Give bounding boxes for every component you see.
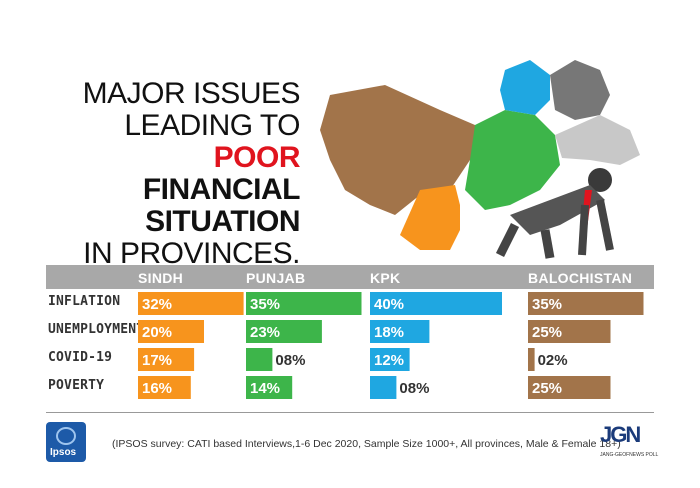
bar-sindh-unemployment xyxy=(138,320,204,343)
jgp-logo-subtitle: JANG-GEOFNEWS POLL xyxy=(600,452,659,458)
col-head-punjab: PUNJAB xyxy=(246,270,306,286)
bar-kpk-covid-19 xyxy=(370,348,410,371)
ipsos-logo-text: Ipsos xyxy=(50,447,77,458)
row-label-poverty: POVERTY xyxy=(48,378,105,393)
data-label-balochistan-poverty: 25% xyxy=(532,380,562,397)
title-block: MAJOR ISSUES LEADING TO POOR FINANCIAL S… xyxy=(60,77,301,270)
bar-kpk-inflation xyxy=(370,292,502,315)
ipsos-logo: Ipsos xyxy=(46,422,86,462)
bar-punjab-inflation xyxy=(246,292,362,315)
data-label-sindh-inflation: 32% xyxy=(142,296,172,313)
data-label-punjab-covid-19: 08% xyxy=(275,352,305,369)
row-label-unemployment: UNEMPLOYMENT xyxy=(48,322,145,337)
map-region-kpk xyxy=(500,60,550,115)
title-financial: FINANCIAL xyxy=(142,173,301,206)
data-label-kpk-inflation: 40% xyxy=(374,296,404,313)
title-line-1: MAJOR ISSUES xyxy=(82,77,301,110)
man-crawling-illustration xyxy=(495,168,614,259)
map-region-north xyxy=(550,60,610,120)
jang-geo-poll-logo: JGN JANG-GEOFNEWS POLL xyxy=(600,422,658,464)
bar-sindh-covid-19 xyxy=(138,348,195,371)
bar-sindh-inflation xyxy=(138,292,244,315)
title-line-2: LEADING TO xyxy=(124,109,300,142)
bar-sindh-poverty xyxy=(138,376,191,399)
row-label-covid: COVID-19 xyxy=(48,350,113,365)
bar-balochistan-inflation xyxy=(528,292,644,315)
data-label-kpk-poverty: 08% xyxy=(399,380,429,397)
title-line-4: SITUATION xyxy=(145,205,300,238)
jgp-logo-letters: JGN xyxy=(600,422,641,447)
data-label-kpk-unemployment: 18% xyxy=(374,324,404,341)
bar-balochistan-poverty xyxy=(528,376,611,399)
survey-footnote: (IPSOS survey: CATI based Interviews,1-6… xyxy=(112,438,621,450)
data-label-punjab-unemployment: 23% xyxy=(250,324,280,341)
bar-punjab-poverty xyxy=(246,376,293,399)
data-label-balochistan-covid-19: 02% xyxy=(538,352,568,369)
pakistan-map-illustration xyxy=(320,60,640,259)
data-label-sindh-poverty: 16% xyxy=(142,380,172,397)
col-head-kpk: KPK xyxy=(370,270,401,286)
column-header-bar xyxy=(46,265,654,289)
bar-punjab-covid-19 xyxy=(246,348,273,371)
data-label-balochistan-inflation: 35% xyxy=(532,296,562,313)
title-line-5: IN PROVINCES. xyxy=(83,237,300,270)
data-label-sindh-covid-19: 17% xyxy=(142,352,172,369)
title-poor: POOR xyxy=(213,141,301,174)
bar-kpk-unemployment xyxy=(370,320,430,343)
bar-balochistan-covid-19 xyxy=(528,348,535,371)
data-label-punjab-poverty: 14% xyxy=(250,380,280,397)
bar-punjab-unemployment xyxy=(246,320,322,343)
map-region-punjab xyxy=(465,110,560,210)
footer-divider xyxy=(46,412,654,413)
col-head-balochistan: BALOCHISTAN xyxy=(528,270,633,286)
data-label-kpk-covid-19: 12% xyxy=(374,352,404,369)
ipsos-swirl-icon xyxy=(56,427,76,445)
map-region-sindh xyxy=(400,185,460,250)
data-label-punjab-inflation: 35% xyxy=(250,296,280,313)
map-region-balochistan xyxy=(320,85,490,215)
bar-balochistan-unemployment xyxy=(528,320,611,343)
title-line-3: POOR FINANCIAL xyxy=(60,141,301,206)
bar-kpk-poverty xyxy=(370,376,397,399)
data-label-sindh-unemployment: 20% xyxy=(142,324,172,341)
row-label-inflation: INFLATION xyxy=(48,294,121,309)
data-label-balochistan-unemployment: 25% xyxy=(532,324,562,341)
map-region-kashmir xyxy=(555,115,640,165)
col-head-sindh: SINDH xyxy=(138,270,184,286)
